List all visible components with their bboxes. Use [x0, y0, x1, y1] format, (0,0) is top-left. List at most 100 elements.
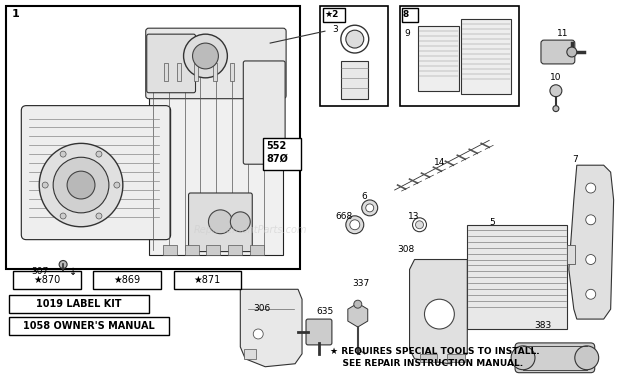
Circle shape	[59, 261, 67, 268]
Text: 14: 14	[435, 158, 446, 167]
Circle shape	[412, 218, 427, 232]
Bar	[193, 63, 198, 81]
FancyBboxPatch shape	[146, 28, 286, 99]
Circle shape	[42, 182, 48, 188]
Text: 13: 13	[407, 212, 419, 221]
Circle shape	[184, 34, 228, 78]
Polygon shape	[348, 303, 368, 327]
FancyBboxPatch shape	[515, 343, 595, 373]
Circle shape	[586, 215, 596, 225]
Bar	[177, 63, 180, 81]
Bar	[14, 271, 81, 289]
Text: 11: 11	[557, 29, 569, 38]
Polygon shape	[569, 165, 614, 319]
Bar	[341, 61, 368, 99]
Circle shape	[575, 346, 599, 370]
Text: ★871: ★871	[194, 275, 221, 285]
Polygon shape	[241, 289, 302, 367]
Bar	[174, 271, 241, 289]
Bar	[231, 63, 234, 81]
Bar	[461, 19, 511, 94]
Bar	[420, 354, 438, 362]
FancyBboxPatch shape	[306, 319, 332, 345]
Text: 6: 6	[361, 192, 368, 201]
Text: 8: 8	[402, 10, 409, 19]
Bar	[250, 244, 264, 254]
Circle shape	[550, 85, 562, 97]
FancyBboxPatch shape	[243, 61, 285, 164]
Circle shape	[96, 151, 102, 157]
Circle shape	[425, 299, 454, 329]
Text: 7: 7	[572, 155, 578, 164]
Bar	[206, 244, 220, 254]
Text: ↓: ↓	[69, 268, 78, 278]
Circle shape	[231, 212, 250, 232]
Text: 3: 3	[332, 25, 338, 34]
Circle shape	[60, 151, 66, 157]
FancyBboxPatch shape	[147, 34, 195, 93]
Text: 307: 307	[31, 268, 48, 276]
Bar	[320, 7, 388, 105]
Text: SEE REPAIR INSTRUCTION MANUAL.: SEE REPAIR INSTRUCTION MANUAL.	[330, 359, 523, 368]
Bar	[467, 225, 567, 329]
Text: 9: 9	[405, 29, 410, 38]
Text: 635: 635	[316, 307, 333, 316]
Circle shape	[350, 220, 360, 230]
Bar	[93, 271, 161, 289]
Circle shape	[354, 300, 361, 308]
Text: 87Ø: 87Ø	[266, 153, 288, 163]
Bar	[417, 26, 459, 91]
Text: 308: 308	[397, 244, 415, 254]
Text: 306: 306	[253, 304, 270, 313]
Bar	[402, 8, 417, 22]
Polygon shape	[410, 259, 467, 364]
Text: ★869: ★869	[113, 275, 140, 285]
Bar	[264, 138, 301, 170]
Text: ReplacementParts.com: ReplacementParts.com	[193, 225, 307, 235]
Circle shape	[60, 213, 66, 219]
Circle shape	[361, 200, 378, 216]
Bar	[448, 354, 465, 362]
Circle shape	[511, 346, 535, 370]
Circle shape	[39, 143, 123, 227]
Circle shape	[53, 157, 109, 213]
Circle shape	[586, 289, 596, 299]
FancyBboxPatch shape	[541, 40, 575, 64]
Circle shape	[346, 216, 364, 234]
Text: 1019 LABEL KIT: 1019 LABEL KIT	[37, 299, 122, 309]
Circle shape	[415, 221, 423, 229]
Bar	[400, 7, 519, 105]
Text: 5: 5	[489, 218, 495, 227]
Circle shape	[553, 105, 559, 112]
Bar	[149, 61, 283, 254]
FancyBboxPatch shape	[21, 105, 171, 239]
Bar	[185, 244, 198, 254]
Circle shape	[586, 183, 596, 193]
Bar	[323, 8, 345, 22]
Circle shape	[586, 254, 596, 264]
Circle shape	[341, 25, 369, 53]
Bar	[567, 244, 575, 264]
Circle shape	[567, 47, 577, 57]
Bar	[9, 295, 149, 313]
Bar	[9, 317, 169, 335]
Text: 10: 10	[550, 73, 562, 82]
Circle shape	[67, 171, 95, 199]
Bar	[164, 63, 167, 81]
Circle shape	[208, 210, 232, 234]
Circle shape	[114, 182, 120, 188]
Circle shape	[193, 43, 218, 69]
Text: ★ REQUIRES SPECIAL TOOLS TO INSTALL.: ★ REQUIRES SPECIAL TOOLS TO INSTALL.	[330, 347, 539, 356]
Bar	[162, 244, 177, 254]
Text: 383: 383	[534, 321, 551, 330]
Circle shape	[253, 329, 264, 339]
Text: 668: 668	[335, 212, 352, 221]
Bar	[244, 349, 256, 359]
Circle shape	[96, 213, 102, 219]
Bar	[213, 63, 218, 81]
Text: 552: 552	[266, 141, 286, 151]
Bar	[228, 244, 242, 254]
Text: ★870: ★870	[33, 275, 61, 285]
FancyBboxPatch shape	[188, 193, 252, 251]
Text: 1: 1	[11, 9, 19, 19]
